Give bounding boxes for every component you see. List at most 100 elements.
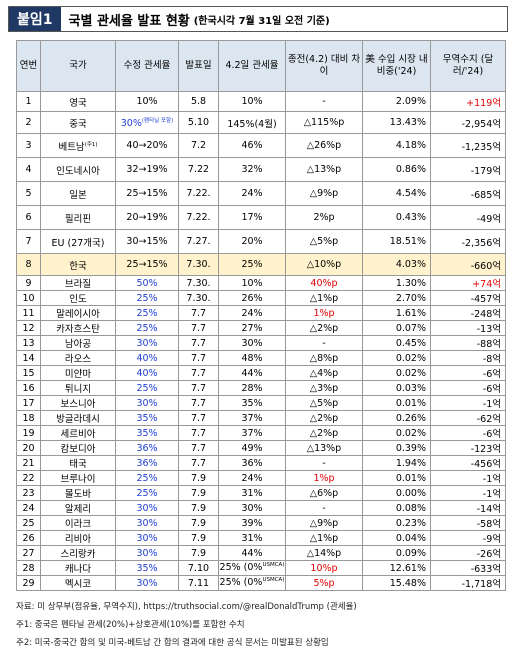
cell: EU (27개국) xyxy=(40,229,116,254)
cell-note: USMCA) xyxy=(262,577,285,584)
cell: 17 xyxy=(16,395,41,411)
table-row: 27 스리랑카 30% 7.9 44% △14%p 0.09% -26억 xyxy=(16,545,506,561)
cell: 35% xyxy=(218,395,286,411)
cell: 리비아 xyxy=(40,530,116,546)
cell: 37% xyxy=(218,410,286,426)
cell: -2,356억 xyxy=(430,229,506,254)
cell-note: (펜타닐 포함) xyxy=(141,117,174,124)
cell: 7.7 xyxy=(178,455,219,471)
cell: 7.7 xyxy=(178,440,219,456)
cell: -6억 xyxy=(430,365,506,381)
cell: 11 xyxy=(16,305,41,321)
cell: 7.9 xyxy=(178,470,219,486)
table-row: 15 미얀마 40% 7.7 44% △4%p 0.02% -6억 xyxy=(16,365,506,381)
cell: -26억 xyxy=(430,545,506,561)
cell: 7.9 xyxy=(178,485,219,501)
cell: 25→15% xyxy=(115,253,179,276)
cell: 5.8 xyxy=(178,91,219,112)
table-row: 3 베트남(주1) 40→20% 7.2 46% △26%p 4.18% -1,235억 xyxy=(16,133,506,158)
cell: 22 xyxy=(16,470,41,486)
cell: 2.09% xyxy=(362,91,431,112)
cell: +119억 xyxy=(430,91,506,112)
cell: 1.30% xyxy=(362,275,431,291)
cell: 10%p xyxy=(285,560,363,576)
cell: 7.30. xyxy=(178,275,219,291)
cell: 25% (0%USMCA) xyxy=(218,560,286,576)
table-row: 9 브라질 50% 7.30. 10% 40%p 1.30% +74억 xyxy=(16,275,506,291)
cell: - xyxy=(285,335,363,351)
table-row: 10 인도 25% 7.30. 26% △1%p 2.70% -457억 xyxy=(16,290,506,306)
cell: -9억 xyxy=(430,530,506,546)
cell: 6 xyxy=(16,205,41,230)
cell: 브루나이 xyxy=(40,470,116,486)
cell: 25% xyxy=(218,253,286,276)
cell: 20→19% xyxy=(115,205,179,230)
cell: -456억 xyxy=(430,455,506,471)
cell: 0.01% xyxy=(362,470,431,486)
cell: 7.30. xyxy=(178,290,219,306)
table-row: 13 남아공 30% 7.7 30% -0.45% -88억 xyxy=(16,335,506,351)
note: 자료: 미 상무부(점유율, 무역수지), https://truthsocia… xyxy=(16,602,357,612)
cell: 튀니지 xyxy=(40,380,116,396)
cell: -179억 xyxy=(430,157,506,182)
cell: 21 xyxy=(16,455,41,471)
cell: 0.39% xyxy=(362,440,431,456)
table-row: 7 EU (27개국) 30→15% 7.27. 20% △5%p 18.51% -2,356… xyxy=(16,229,506,254)
cell: - xyxy=(285,91,363,112)
cell: △1%p xyxy=(285,530,363,546)
cell: 25% (0%USMCA) xyxy=(218,575,286,591)
cell: 46% xyxy=(218,133,286,158)
tariff-table: 연번 국가 수정 관세율 발표일 4.2일 관세율 종전(4.2) 대비 차이 美 수입 시… xyxy=(16,40,506,591)
header-row: 연번 국가 수정 관세율 발표일 4.2일 관세율 종전(4.2) 대비 차이 美 수입 시… xyxy=(16,40,506,92)
cell: 48% xyxy=(218,350,286,366)
cell-text: 25% (0% xyxy=(219,577,263,589)
note: 주1: 중국은 펜타닐 관세(20%)+상호관세(10%)를 포함한 수치 xyxy=(16,620,245,630)
cell: 37% xyxy=(218,425,286,441)
table-body: 1 영국 10% 5.8 10% -2.09% +119억 2 중국 30%(펜타닐 포함) 5.1… xyxy=(16,91,506,591)
cell: -1억 xyxy=(430,485,506,501)
table-row: 5 일본 25→15% 7.22. 24% △9%p 4.54% -685억 xyxy=(16,181,506,206)
cell: △9%p xyxy=(285,515,363,531)
cell: 31% xyxy=(218,485,286,501)
cell: 145%(4월) xyxy=(218,111,286,134)
cell: -49억 xyxy=(430,205,506,230)
table-row: 16 튀니지 25% 7.7 28% △3%p 0.03% -6억 xyxy=(16,380,506,396)
cell: 35% xyxy=(115,425,179,441)
cell: -8억 xyxy=(430,350,506,366)
cell: 방글라데시 xyxy=(40,410,116,426)
table-row: 2 중국 30%(펜타닐 포함) 5.10 145%(4월) △115%p 13.43% -2… xyxy=(16,111,506,134)
cell: 30% xyxy=(115,500,179,516)
cell: 30% xyxy=(218,335,286,351)
cell: 4 xyxy=(16,157,41,182)
header: 붙임1 국별 관세율 발표 현황 (한국시각 7월 31일 오전 기준) xyxy=(8,6,508,32)
cell: 36% xyxy=(115,455,179,471)
cell: 세르비아 xyxy=(40,425,116,441)
cell: 25% xyxy=(115,290,179,306)
cell: 인도 xyxy=(40,290,116,306)
column-header: 美 수입 시장 내 비중('24) xyxy=(362,40,431,92)
cell: 13 xyxy=(16,335,41,351)
cell: 0.02% xyxy=(362,350,431,366)
cell: 카자흐스탄 xyxy=(40,320,116,336)
column-header: 연번 xyxy=(16,40,41,92)
cell: 0.03% xyxy=(362,380,431,396)
cell: -1억 xyxy=(430,470,506,486)
cell: 7.30. xyxy=(178,253,219,276)
cell: △13%p xyxy=(285,157,363,182)
column-header: 국가 xyxy=(40,40,116,92)
cell: 15.48% xyxy=(362,575,431,591)
cell: 영국 xyxy=(40,91,116,112)
subtitle: (한국시각 7월 31일 오전 기준) xyxy=(193,15,330,27)
cell: 30% xyxy=(115,545,179,561)
cell: 라오스 xyxy=(40,350,116,366)
table-row: 11 말레이시아 25% 7.7 24% 1%p 1.61% -248억 xyxy=(16,305,506,321)
cell: 32% xyxy=(218,157,286,182)
cell: 7.7 xyxy=(178,305,219,321)
table-row: 6 필리핀 20→19% 7.22. 17% 2%p 0.43% -49억 xyxy=(16,205,506,230)
cell: 캐나다 xyxy=(40,560,116,576)
column-header: 종전(4.2) 대비 차이 xyxy=(285,40,363,92)
cell: 몰도바 xyxy=(40,485,116,501)
cell-text: 25% (0% xyxy=(219,562,263,574)
cell: 3 xyxy=(16,133,41,158)
cell: 필리핀 xyxy=(40,205,116,230)
